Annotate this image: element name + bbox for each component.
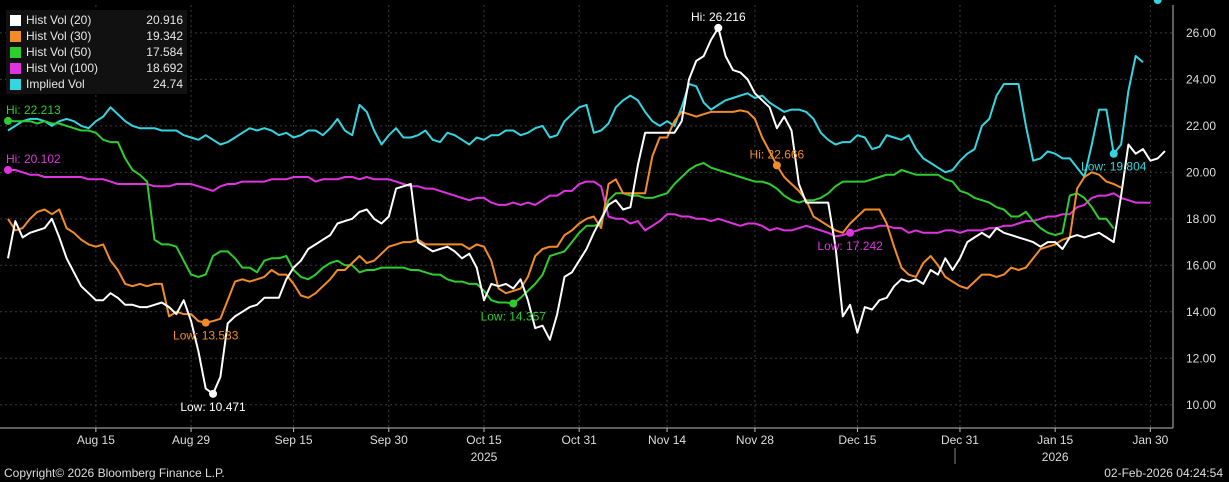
annotation-label: Hi: 20.102 bbox=[6, 152, 61, 166]
y-tick-label: 16.00 bbox=[1186, 258, 1216, 272]
annotation-marker bbox=[201, 318, 210, 327]
legend-swatch bbox=[10, 14, 21, 26]
annotation-label: Low: 19.804 bbox=[1081, 160, 1147, 174]
legend-value: 17.584 bbox=[146, 45, 183, 59]
annotation-marker bbox=[4, 116, 12, 125]
legend-label: Hist Vol (20) bbox=[26, 13, 92, 27]
annotation-marker bbox=[714, 23, 723, 32]
annotation-label: Hi: 22.213 bbox=[6, 103, 61, 117]
annotation-label: Low: 17.242 bbox=[817, 239, 883, 253]
annotation-marker bbox=[1109, 149, 1118, 158]
annotation-marker bbox=[209, 389, 218, 398]
legend-swatch bbox=[10, 30, 21, 42]
y-tick-label: 18.00 bbox=[1186, 212, 1216, 226]
annotation-marker bbox=[509, 299, 518, 308]
x-tick-label: Sep 15 bbox=[275, 433, 313, 447]
x-tick-label: Nov 28 bbox=[736, 433, 774, 447]
series-line bbox=[8, 169, 1151, 238]
timestamp-text: 02-Feb-2026 04:24:54 bbox=[1104, 466, 1223, 480]
legend-item: Hist Vol (20) 20.916 bbox=[10, 12, 183, 28]
year-label: 2026 bbox=[1042, 450, 1069, 464]
annotation-label: Hi: 26.216 bbox=[691, 10, 746, 24]
x-tick-label: Nov 14 bbox=[648, 433, 686, 447]
x-tick-label: Dec 31 bbox=[941, 433, 979, 447]
x-tick-label: Oct 31 bbox=[561, 433, 597, 447]
annotation-marker bbox=[1153, 0, 1162, 4]
legend-label: Hist Vol (100) bbox=[26, 61, 99, 75]
y-tick-label: 20.00 bbox=[1186, 165, 1216, 179]
annotation-marker bbox=[4, 165, 12, 174]
year-label: 2025 bbox=[471, 450, 498, 464]
legend-value: 20.916 bbox=[146, 13, 183, 27]
legend-item: Implied Vol 24.74 bbox=[10, 76, 183, 92]
series-line bbox=[7, 55, 1144, 178]
series-line bbox=[7, 26, 1166, 395]
annotation-marker bbox=[846, 228, 855, 237]
y-tick-label: 12.00 bbox=[1186, 351, 1216, 365]
y-tick-label: 10.00 bbox=[1186, 398, 1216, 412]
y-tick-label: 14.00 bbox=[1186, 305, 1216, 319]
legend-label: Hist Vol (50) bbox=[26, 45, 92, 59]
annotation-label: Low: 10.471 bbox=[180, 400, 246, 414]
series-line bbox=[7, 119, 1115, 305]
legend-value: 24.74 bbox=[152, 77, 183, 91]
y-tick-label: 24.00 bbox=[1186, 72, 1216, 86]
annotation-label: Hi: 22.666 bbox=[750, 147, 805, 161]
legend-swatch bbox=[10, 46, 21, 58]
legend-value: 18.692 bbox=[146, 61, 183, 75]
y-tick-label: 26.00 bbox=[1186, 26, 1216, 40]
legend-item: Hist Vol (100) 18.692 bbox=[10, 60, 183, 76]
annotation-label: Low: 14.357 bbox=[481, 309, 547, 323]
x-tick-label: Oct 15 bbox=[466, 433, 502, 447]
y-tick-label: 22.00 bbox=[1186, 119, 1216, 133]
annotation-marker bbox=[772, 161, 781, 170]
legend-swatch bbox=[10, 78, 21, 90]
legend-value: 19.342 bbox=[146, 29, 183, 43]
x-tick-label: Aug 29 bbox=[172, 433, 210, 447]
x-tick-label: Dec 15 bbox=[838, 433, 876, 447]
annotation-label: Hi: 25.004 bbox=[1130, 0, 1185, 3]
x-tick-label: Aug 15 bbox=[77, 433, 115, 447]
annotation-label: Low: 13.533 bbox=[173, 329, 239, 343]
legend-label: Hist Vol (30) bbox=[26, 29, 92, 43]
legend-item: Hist Vol (50) 17.584 bbox=[10, 44, 183, 60]
legend-swatch bbox=[10, 62, 21, 74]
x-tick-label: Jan 30 bbox=[1132, 433, 1168, 447]
series-line bbox=[7, 109, 1122, 324]
x-tick-label: Sep 30 bbox=[370, 433, 408, 447]
legend-label: Implied Vol bbox=[26, 77, 85, 91]
legend: Hist Vol (20) 20.916 Hist Vol (30) 19.342 Hi… bbox=[6, 10, 187, 94]
legend-item: Hist Vol (30) 19.342 bbox=[10, 28, 183, 44]
x-tick-label: Jan 15 bbox=[1037, 433, 1073, 447]
copyright-text: Copyright© 2026 Bloomberg Finance L.P. bbox=[4, 466, 225, 480]
